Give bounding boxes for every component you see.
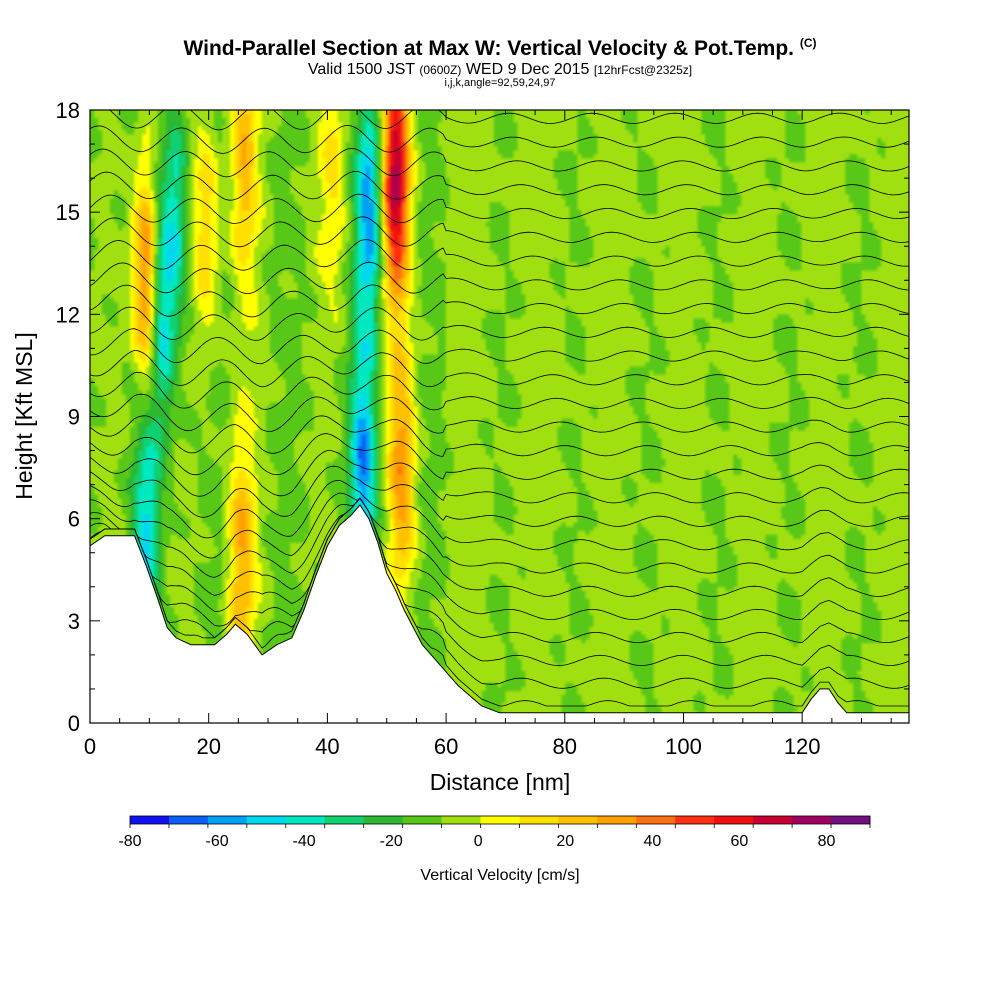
theta-contour — [90, 433, 909, 480]
theta-contour — [90, 193, 909, 224]
colorbar: -80 -60 -40 -20 0 20 40 60 80 — [118, 815, 871, 850]
theta-contour — [90, 328, 909, 365]
theta-contour — [109, 110, 909, 131]
colorbar-swatch — [130, 816, 170, 824]
theta-contour — [90, 393, 909, 434]
y-tick-label: 0 — [68, 711, 80, 736]
terrain — [90, 504, 909, 723]
y-axis: 0 3 6 9 12 15 18 — [56, 98, 909, 736]
theta-contour — [90, 497, 909, 621]
colorbar-swatch — [792, 816, 832, 824]
chart-title: Wind-Parallel Section at Max W: Vertical… — [183, 36, 817, 60]
theta-contour — [90, 148, 909, 178]
colorbar-swatch — [597, 816, 637, 824]
theta-contour — [90, 124, 909, 154]
colorbar-label: -80 — [118, 833, 141, 850]
colorbar-swatch — [675, 816, 715, 824]
theta-contour — [90, 497, 909, 644]
theta-contour — [90, 479, 909, 551]
x-tick-label: 80 — [553, 734, 577, 759]
colorbar-label: 60 — [731, 833, 749, 850]
y-tick-label: 3 — [68, 609, 80, 634]
theta-contour — [90, 465, 909, 527]
vertical-velocity-field — [90, 110, 909, 723]
theta-contour — [90, 306, 909, 341]
theta-contour — [90, 261, 909, 295]
colorbar-swatch — [324, 816, 365, 824]
x-tick-label: 20 — [196, 734, 220, 759]
colorbar-frame — [129, 815, 871, 825]
theta-contour — [90, 497, 909, 666]
colorbar-label: 0 — [474, 833, 483, 850]
colorbar-title: Vertical Velocity [cm/s] — [420, 867, 579, 884]
theta-contour — [90, 415, 909, 457]
x-tick-label: 100 — [665, 734, 702, 759]
colorbar-swatch — [207, 816, 248, 824]
colorbar-swatch — [714, 816, 754, 824]
y-tick-label: 6 — [68, 507, 80, 532]
colorbar-swatch — [558, 816, 598, 824]
theta-contour — [90, 284, 909, 318]
colorbar-swatch — [363, 816, 404, 824]
theta-contour — [90, 171, 909, 201]
colorbar-swatch — [441, 816, 482, 824]
colorbar-swatch — [831, 816, 871, 824]
x-tick-label: 40 — [315, 734, 339, 759]
colorbar-label: 40 — [643, 833, 661, 850]
potential-temperature-contours — [90, 110, 909, 707]
y-tick-label: 9 — [68, 405, 80, 430]
theta-contour — [90, 450, 909, 504]
x-axis-title: Distance [nm] — [430, 769, 571, 795]
chart-params: i,j,k,angle=92,59,24,97 — [444, 77, 556, 89]
x-tick-label: 60 — [434, 734, 458, 759]
plot-area — [90, 110, 909, 723]
theta-contour — [90, 216, 909, 248]
theta-contour — [90, 371, 909, 411]
colorbar-swatch — [519, 816, 559, 824]
theta-contour — [90, 497, 909, 689]
colorbar-label: -20 — [380, 833, 403, 850]
y-tick-label: 15 — [56, 200, 80, 225]
colorbar-label: 20 — [556, 833, 574, 850]
theta-contour — [90, 497, 909, 597]
theta-contour — [90, 349, 909, 388]
x-tick-label: 120 — [784, 734, 821, 759]
chart-subtitle: Valid 1500 JST (0600Z) WED 9 Dec 2015 [1… — [307, 61, 693, 78]
colorbar-swatch — [285, 816, 326, 824]
colorbar-swatch — [480, 816, 520, 824]
colorbar-label: 80 — [818, 833, 836, 850]
x-tick-label: 0 — [84, 734, 96, 759]
colorbar-swatch — [753, 816, 793, 824]
colorbar-swatch — [246, 816, 287, 824]
theta-contour — [90, 239, 909, 271]
theta-contour — [90, 492, 909, 574]
colorbar-label: -40 — [293, 833, 316, 850]
y-axis-title: Height [Kft MSL] — [11, 332, 37, 499]
colorbar-label: -60 — [205, 833, 228, 850]
colorbar-swatch — [402, 816, 443, 824]
colorbar-swatch — [636, 816, 676, 824]
colorbar-swatch — [168, 816, 209, 824]
y-tick-label: 12 — [56, 302, 80, 327]
y-tick-label: 18 — [56, 98, 80, 123]
x-axis: 0 20 40 60 80 100 120 — [84, 110, 892, 759]
